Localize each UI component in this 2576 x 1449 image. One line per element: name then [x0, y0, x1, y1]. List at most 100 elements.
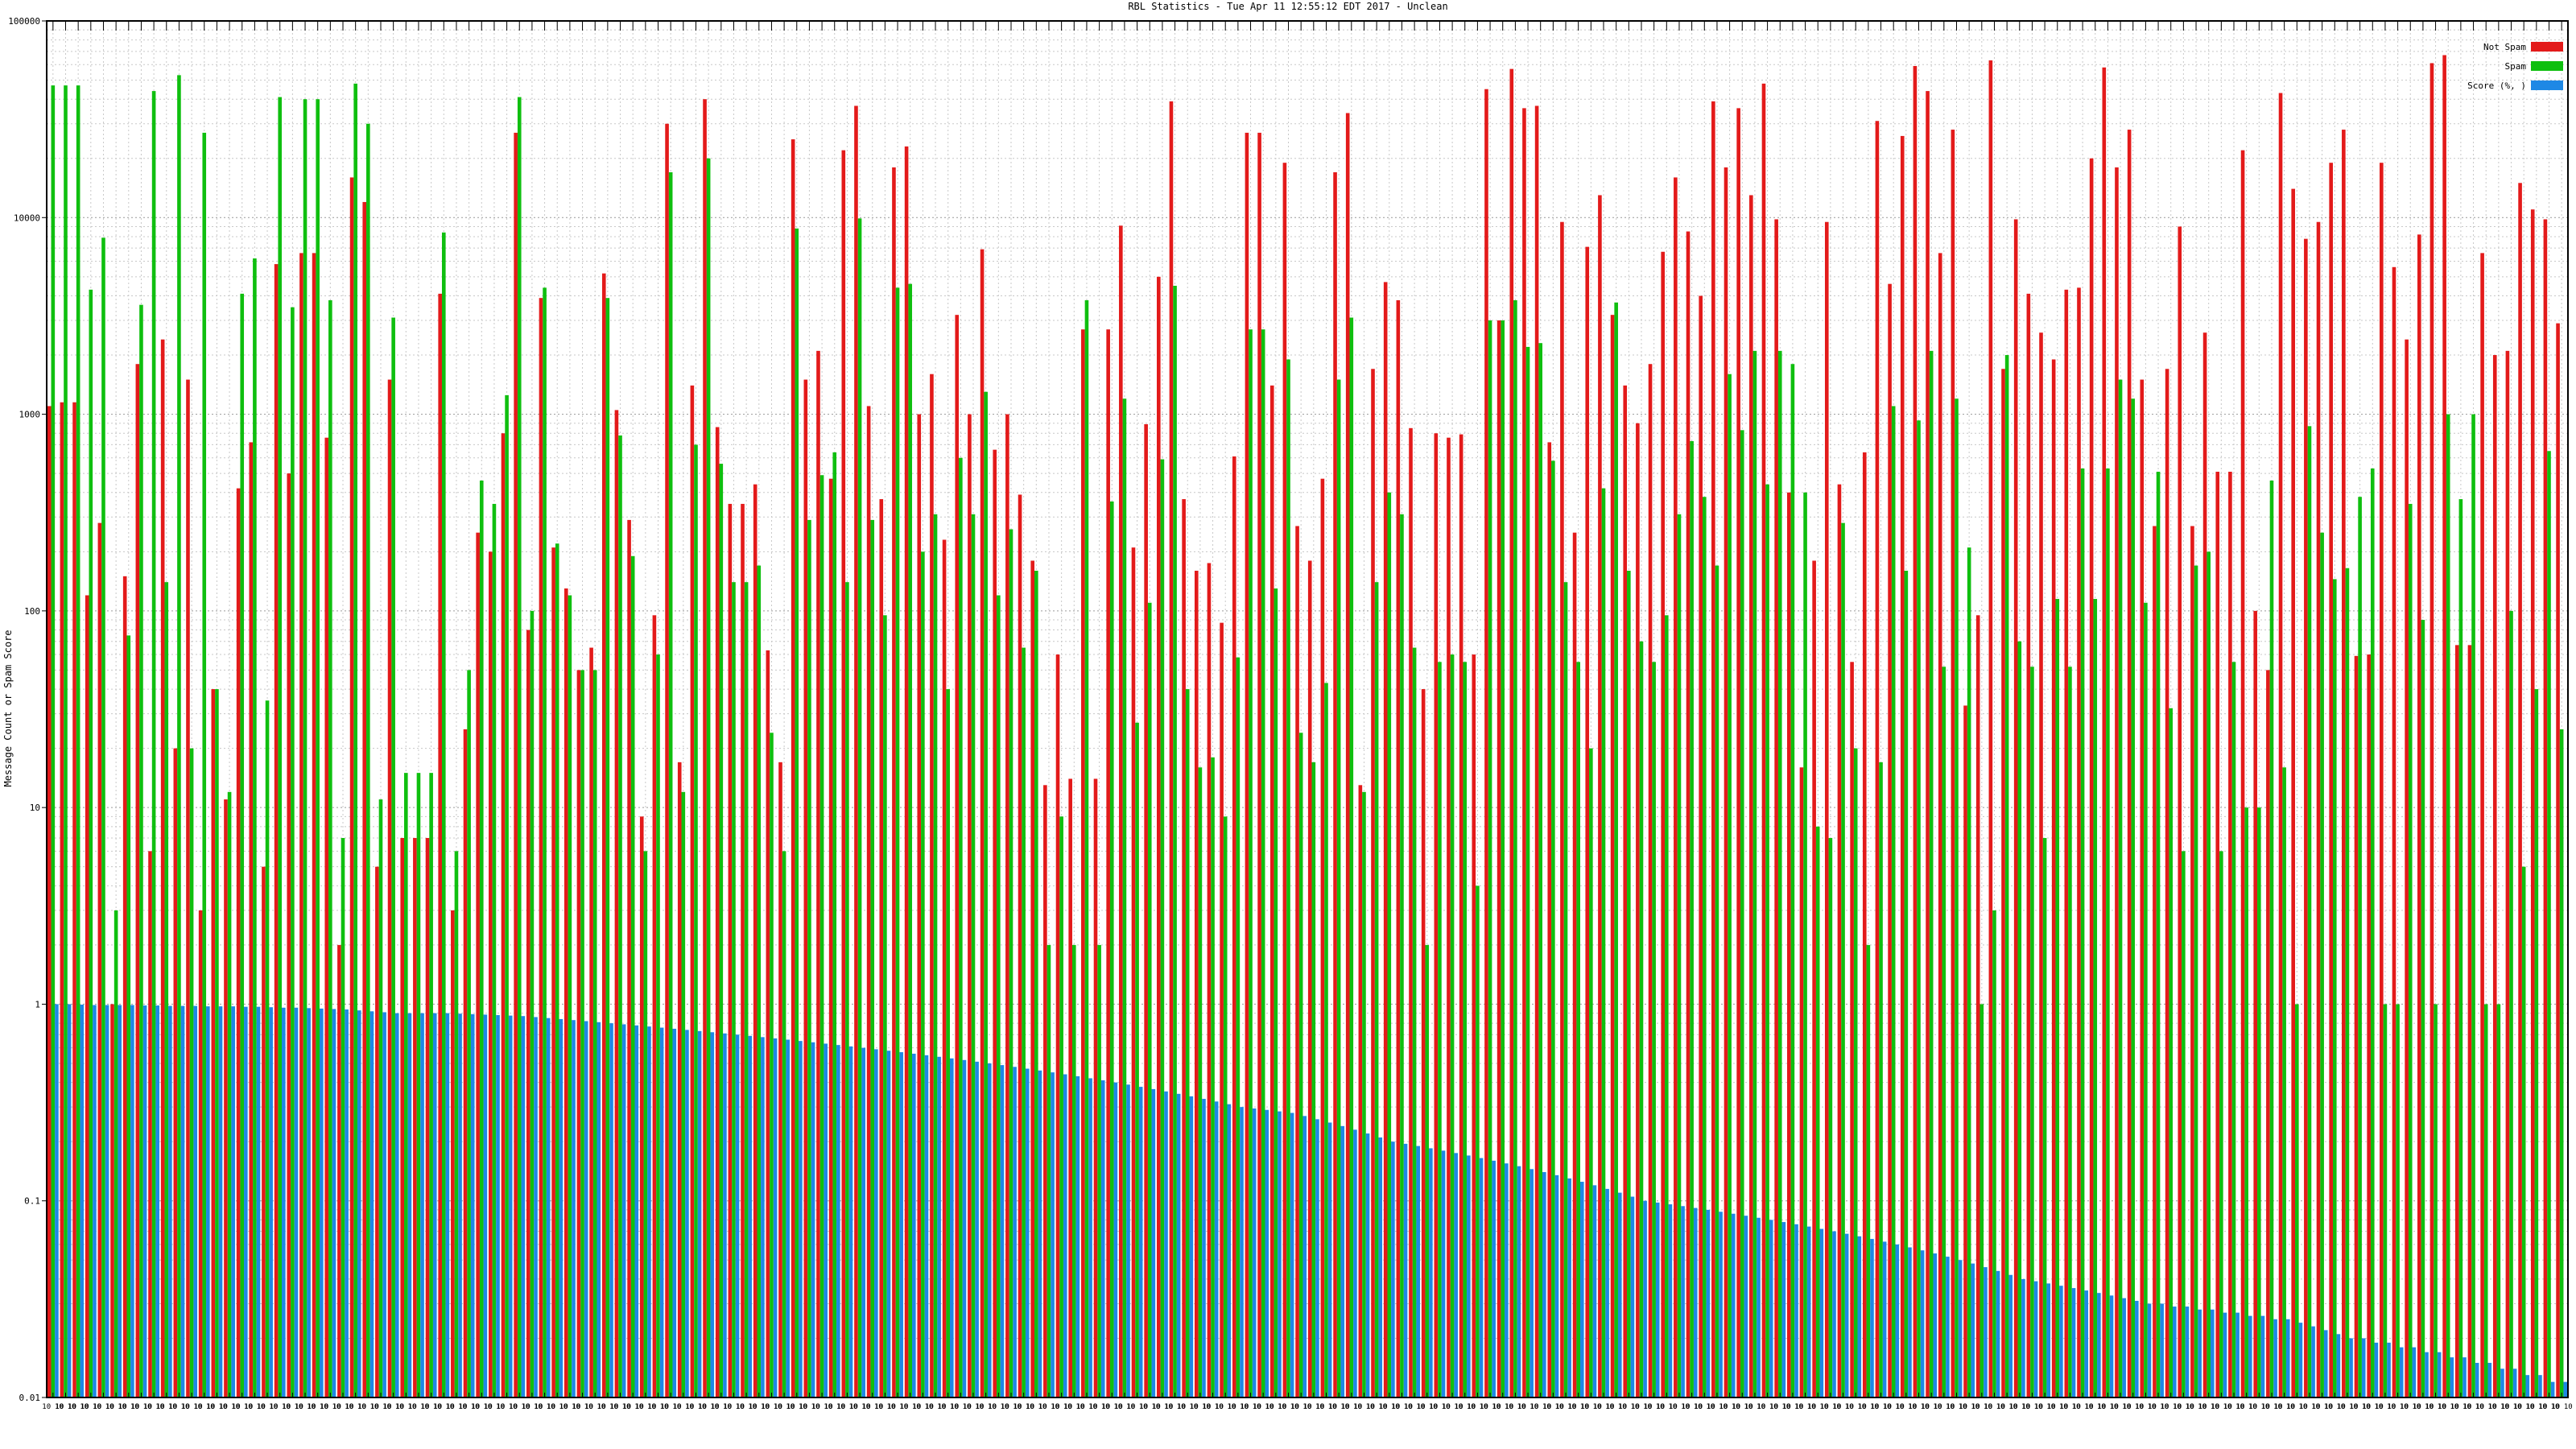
bar-not-spam [1484, 89, 1488, 1398]
bar-spam [2219, 851, 2223, 1397]
bar-not-spam [2165, 369, 2169, 1397]
x-tick-label: 10 10 [244, 1403, 266, 1411]
bar-spam [2383, 1004, 2388, 1397]
bar-not-spam [148, 851, 152, 1397]
bar-not-spam [1736, 108, 1740, 1398]
bar-spam [1034, 570, 1038, 1397]
bar-score [2198, 1309, 2202, 1397]
bar-score [1479, 1158, 1484, 1397]
bar-not-spam [47, 406, 52, 1398]
bar-not-spam [1824, 221, 1829, 1397]
bar-not-spam [1988, 60, 1993, 1398]
bar-not-spam [2064, 289, 2069, 1398]
bar-score [2109, 1295, 2114, 1397]
bar-spam [1438, 662, 1442, 1397]
bar-score [1100, 1080, 1105, 1397]
bar-not-spam [2140, 379, 2145, 1398]
bar-not-spam [728, 503, 733, 1397]
x-tick-label: 10 10 [1554, 1403, 1576, 1411]
x-tick-label: 10 10 [622, 1403, 644, 1411]
bar-not-spam [665, 123, 669, 1397]
bar-not-spam [2291, 188, 2296, 1397]
bar-spam [870, 519, 875, 1397]
x-tick-label: 10 10 [407, 1403, 429, 1411]
bar-score [105, 1005, 109, 1397]
bar-spam [1538, 343, 1543, 1397]
bar-score [1744, 1216, 1748, 1397]
bar-score [937, 1056, 941, 1397]
bar-spam [328, 299, 332, 1397]
bar-score [2298, 1323, 2303, 1397]
bar-not-spam [1572, 532, 1577, 1398]
x-tick-label: 10 10 [118, 1403, 139, 1411]
x-tick-label: 10 10 [1126, 1403, 1148, 1411]
bar-score [1844, 1233, 1849, 1397]
bar-spam [1286, 359, 1290, 1398]
bar-spam [1223, 816, 1228, 1397]
bar-spam [605, 298, 610, 1397]
bar-not-spam [1055, 654, 1060, 1397]
bar-score [470, 1013, 475, 1397]
x-tick-label: 10 10 [1240, 1403, 1261, 1411]
x-tick-label: 10 10 [257, 1403, 279, 1411]
bar-spam [530, 610, 535, 1397]
bar-spam [946, 689, 950, 1397]
bar-spam [1324, 683, 1328, 1397]
bar-score [685, 1030, 689, 1397]
bar-score [2500, 1368, 2504, 1397]
bar-score [2021, 1278, 2025, 1397]
bar-score [861, 1047, 865, 1397]
bar-not-spam [1938, 253, 1942, 1398]
bar-spam [2307, 426, 2312, 1398]
bar-spam [2282, 767, 2286, 1397]
x-tick-label: 10 10 [307, 1403, 328, 1411]
x-tick-label: 10 10 [1681, 1403, 1703, 1411]
bar-spam [1815, 826, 1820, 1397]
x-tick-label: 10 10 [2034, 1403, 2056, 1411]
bar-score [2311, 1326, 2315, 1397]
bar-score [697, 1030, 702, 1397]
bar-spam [2118, 379, 2123, 1398]
x-tick-label: 10 10 [1202, 1403, 1224, 1411]
bar-score [621, 1024, 626, 1397]
x-tick-label: 10 10 [2135, 1403, 2157, 1411]
bar-not-spam [1144, 423, 1148, 1397]
bar-spam [517, 97, 522, 1398]
bar-score [2135, 1300, 2139, 1397]
x-tick-label: 10 10 [2425, 1403, 2446, 1411]
bar-score [1668, 1204, 1673, 1397]
bar-not-spam [1711, 101, 1715, 1397]
bar-score [924, 1055, 929, 1397]
bar-spam [215, 689, 219, 1397]
bar-score [1757, 1217, 1761, 1397]
bar-spam [1097, 944, 1101, 1397]
x-tick-label: 10 10 [572, 1403, 593, 1411]
bar-spam [694, 444, 698, 1397]
y-axis-label: Message Count or Spam Score [2, 630, 14, 786]
bar-score [1189, 1096, 1194, 1397]
bar-score [2185, 1307, 2190, 1397]
x-tick-label: 10 10 [1026, 1403, 1047, 1411]
bar-not-spam [1774, 219, 1778, 1397]
bar-spam [795, 228, 799, 1398]
x-tick-label: 10 10 [1719, 1403, 1740, 1411]
bar-not-spam [993, 449, 997, 1397]
bar-spam [719, 464, 724, 1398]
x-tick-label: 10 10 [874, 1403, 896, 1411]
bar-score [1000, 1065, 1005, 1397]
bar-not-spam [1724, 167, 1728, 1398]
bar-not-spam [2266, 670, 2270, 1397]
bar-not-spam [1207, 563, 1212, 1398]
bar-score [1971, 1263, 1975, 1397]
bar-score [496, 1014, 500, 1397]
bar-not-spam [1447, 437, 1451, 1397]
bar-score [80, 1004, 85, 1397]
x-tick-label: 10 10 [2110, 1403, 2132, 1411]
bar-not-spam [1182, 499, 1186, 1397]
x-tick-label: 10 10 [181, 1403, 203, 1411]
bar-not-spam [2354, 655, 2359, 1397]
bar-spam [2396, 1004, 2400, 1397]
bar-spam [2408, 503, 2413, 1397]
bar-score [2538, 1375, 2542, 1397]
bar-not-spam [955, 315, 960, 1397]
